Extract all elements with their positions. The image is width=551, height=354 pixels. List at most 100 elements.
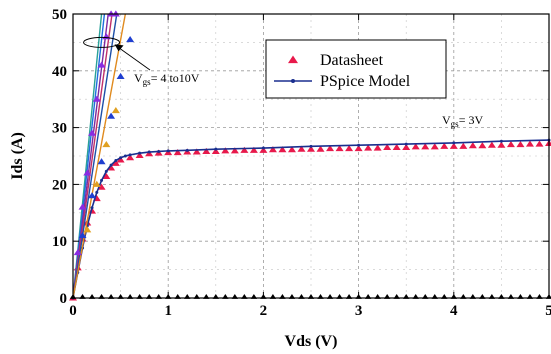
data-point-triangle	[525, 140, 534, 147]
annotation-vgs-3: Vgs= 3V	[442, 113, 483, 129]
data-point-triangle	[92, 95, 101, 102]
data-point-triangle	[97, 158, 106, 165]
data-point-triangle	[421, 143, 430, 150]
series-dot	[157, 149, 161, 153]
data-point-triangle	[202, 147, 211, 154]
series-line	[72, 139, 550, 299]
data-point-triangle	[316, 145, 325, 152]
bundle-ellipse	[83, 36, 121, 48]
x-tick-label: 3	[355, 303, 363, 319]
data-point-triangle	[97, 61, 106, 68]
y-tick-label: 40	[52, 64, 67, 80]
data-point-triangle	[126, 35, 135, 43]
data-point-triangle	[126, 154, 135, 161]
data-point-triangle	[449, 142, 458, 149]
series-dot	[128, 153, 132, 157]
data-point-triangle	[111, 106, 120, 114]
x-tick-label: 1	[164, 303, 172, 319]
series-dot	[185, 148, 189, 152]
series-dot	[114, 159, 118, 163]
data-point-triangle	[230, 147, 239, 154]
data-point-triangle	[335, 145, 344, 152]
data-point-triangle	[278, 146, 287, 153]
data-point-triangle	[83, 169, 92, 176]
series-dot	[309, 144, 313, 148]
data-point-triangle	[268, 146, 277, 153]
annotation-vgs-4-10: Vgs= 4 to10V	[134, 71, 200, 87]
annotation-layer: Vgs= 4 to10V Vgs= 3V	[83, 36, 483, 129]
series-dot	[404, 142, 408, 146]
data-point-triangle	[373, 144, 382, 151]
series-dot	[214, 147, 218, 151]
data-point-triangle	[97, 183, 106, 190]
series-dot	[104, 169, 108, 173]
series-dot	[499, 139, 503, 143]
data-point-triangle	[497, 141, 506, 148]
y-tick-label: 0	[60, 291, 68, 307]
data-point-triangle	[73, 248, 82, 256]
legend-dot-pspice	[291, 79, 295, 83]
data-point-triangle	[326, 145, 335, 152]
data-point-triangle	[354, 145, 363, 152]
x-tick-label: 4	[450, 303, 458, 319]
data-point-triangle	[107, 112, 116, 119]
series-dot	[109, 163, 113, 167]
legend-box	[265, 39, 447, 99]
series-dot	[100, 178, 104, 182]
x-tick-label: 2	[260, 303, 268, 319]
data-point-triangle	[88, 192, 97, 199]
series-dot	[123, 154, 127, 158]
series-dot	[261, 146, 265, 150]
series-dot	[138, 151, 142, 155]
x-axis-title: Vds (V)	[285, 333, 338, 350]
series-5	[72, 13, 113, 299]
data-point-triangle	[135, 151, 144, 158]
series-dot	[452, 141, 456, 145]
data-point-triangle	[288, 55, 298, 64]
data-point-triangle	[211, 147, 220, 154]
series-line	[72, 13, 113, 299]
data-point-triangle	[364, 144, 373, 151]
data-point-triangle	[92, 180, 101, 187]
legend: Datasheet PSpice Model	[265, 39, 447, 99]
data-point-triangle	[259, 146, 268, 153]
series-dot	[119, 156, 123, 160]
data-point-triangle	[88, 129, 97, 136]
series-6	[72, 13, 118, 299]
data-point-triangle	[78, 231, 87, 239]
data-point-triangle	[287, 146, 296, 153]
y-tick-label: 10	[52, 234, 67, 250]
series-dot	[147, 150, 151, 154]
y-tick-label: 30	[52, 121, 67, 137]
data-point-triangle	[192, 148, 201, 155]
data-point-triangle	[402, 143, 411, 150]
grid-layer	[73, 14, 549, 298]
data-point-triangle	[411, 143, 420, 150]
data-point-triangle	[516, 141, 525, 148]
data-point-triangle	[111, 159, 120, 166]
data-point-triangle	[392, 143, 401, 150]
y-tick-label: 20	[52, 177, 67, 193]
data-point-triangle	[78, 203, 87, 210]
series-dot	[166, 149, 170, 153]
data-point-triangle	[468, 142, 477, 149]
data-point-triangle	[345, 145, 354, 152]
series-10	[83, 106, 120, 233]
data-point-triangle	[173, 148, 182, 156]
data-point-triangle	[116, 72, 125, 79]
data-point-triangle	[297, 145, 306, 152]
data-point-triangle	[487, 141, 496, 148]
series-9	[78, 35, 135, 239]
data-point-triangle	[249, 146, 258, 153]
data-point-triangle	[506, 141, 515, 148]
data-point-triangle	[383, 143, 392, 150]
series-0	[69, 139, 551, 301]
data-point-triangle	[116, 156, 125, 163]
data-point-triangle	[430, 143, 439, 150]
series-line	[72, 13, 127, 299]
data-point-triangle	[240, 146, 249, 153]
legend-label-datasheet: Datasheet	[320, 52, 384, 69]
data-point-triangle	[440, 142, 449, 149]
